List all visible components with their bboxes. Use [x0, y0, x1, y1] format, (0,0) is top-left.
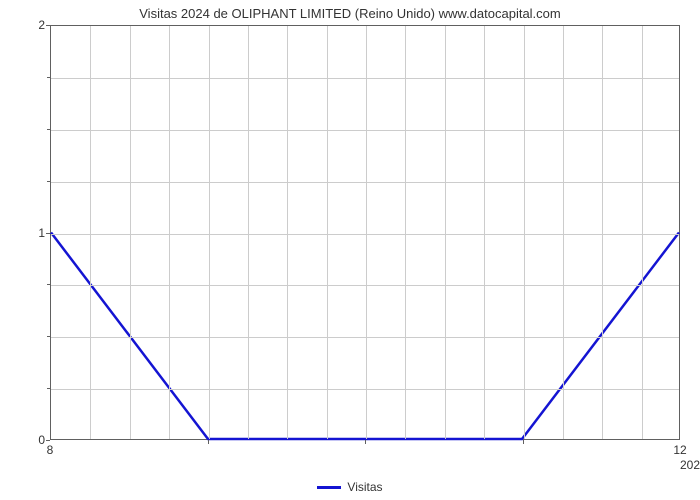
- grid-line-horizontal: [51, 182, 679, 183]
- y-axis-minor-tick-mark: [47, 77, 50, 78]
- grid-line-vertical: [169, 26, 170, 439]
- y-axis-minor-tick-mark: [47, 181, 50, 182]
- y-axis-tick-mark: [46, 440, 50, 441]
- y-axis-tick-mark: [46, 233, 50, 234]
- grid-line-horizontal: [51, 337, 679, 338]
- y-axis-minor-tick-mark: [47, 388, 50, 389]
- grid-line-vertical: [130, 26, 131, 439]
- plot-area: [50, 25, 680, 440]
- legend: Visitas: [0, 480, 700, 494]
- grid-line-horizontal: [51, 78, 679, 79]
- x-axis-minor-tick-mark: [365, 440, 366, 444]
- grid-line-vertical: [563, 26, 564, 439]
- grid-line-vertical: [90, 26, 91, 439]
- grid-line-vertical: [287, 26, 288, 439]
- y-axis-tick-label: 1: [38, 226, 45, 240]
- y-axis-minor-tick-mark: [47, 129, 50, 130]
- x-axis-tick-label: 8: [47, 443, 54, 457]
- y-axis-minor-tick-mark: [47, 284, 50, 285]
- x-axis-sub-label: 202: [680, 458, 700, 472]
- series-polyline: [51, 233, 679, 440]
- grid-line-vertical: [445, 26, 446, 439]
- x-axis-tick-label: 12: [673, 443, 686, 457]
- grid-line-horizontal: [51, 389, 679, 390]
- legend-swatch: [317, 486, 341, 489]
- chart-container: Visitas 2024 de OLIPHANT LIMITED (Reino …: [0, 0, 700, 500]
- grid-line-vertical: [602, 26, 603, 439]
- y-axis-tick-label: 0: [38, 433, 45, 447]
- grid-line-vertical: [248, 26, 249, 439]
- grid-line-vertical: [366, 26, 367, 439]
- chart-title: Visitas 2024 de OLIPHANT LIMITED (Reino …: [0, 6, 700, 21]
- x-axis-minor-tick-mark: [208, 440, 209, 444]
- grid-line-horizontal: [51, 234, 679, 235]
- grid-line-vertical: [209, 26, 210, 439]
- grid-line-vertical: [484, 26, 485, 439]
- grid-line-vertical: [327, 26, 328, 439]
- y-axis-minor-tick-mark: [47, 336, 50, 337]
- legend-label: Visitas: [347, 480, 382, 494]
- y-axis-tick-mark: [46, 25, 50, 26]
- grid-line-vertical: [642, 26, 643, 439]
- grid-line-vertical: [524, 26, 525, 439]
- grid-line-vertical: [405, 26, 406, 439]
- grid-line-horizontal: [51, 285, 679, 286]
- x-axis-minor-tick-mark: [523, 440, 524, 444]
- series-line: [51, 26, 679, 439]
- grid-line-horizontal: [51, 130, 679, 131]
- y-axis-tick-label: 2: [38, 18, 45, 32]
